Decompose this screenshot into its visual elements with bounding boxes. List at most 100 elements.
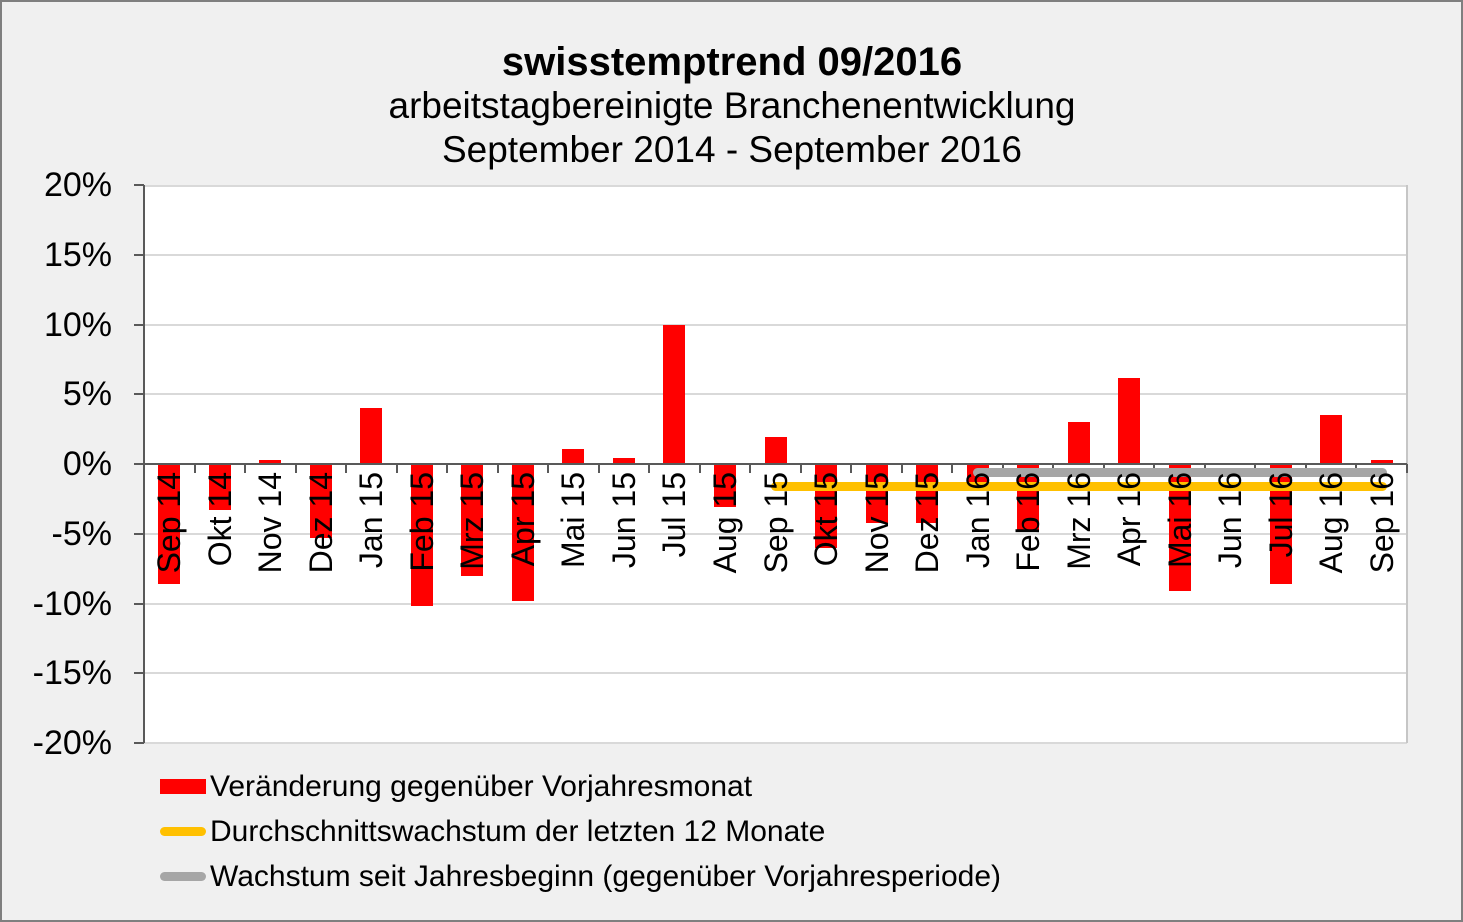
bar-sep-15 bbox=[764, 437, 787, 464]
y-axis-label-15: 15% bbox=[43, 235, 112, 274]
y-axis-tick--5 bbox=[134, 532, 144, 535]
y-axis-tick--15 bbox=[134, 672, 144, 675]
bar-dez-15 bbox=[916, 464, 939, 523]
category-label-nov-15: Nov 15 bbox=[858, 472, 895, 574]
x-axis-tick bbox=[749, 464, 752, 473]
y-axis-label--10: -10% bbox=[32, 584, 112, 623]
y-gridline--20 bbox=[144, 742, 1407, 744]
legend-label-bar-series: Veränderung gegenüber Vorjahresmonat bbox=[210, 769, 753, 803]
x-axis-tick bbox=[547, 464, 550, 473]
category-label-okt-14: Okt 14 bbox=[201, 472, 238, 567]
legend-item-average-line: Durchschnittswachstum der letzten 12 Mon… bbox=[160, 809, 1001, 854]
category-label-dez-14: Dez 14 bbox=[302, 472, 339, 574]
bar-jul-15 bbox=[663, 324, 686, 464]
x-axis-tick bbox=[143, 464, 145, 473]
bar-mrz-15 bbox=[461, 464, 484, 576]
category-label-sep-15: Sep 15 bbox=[757, 472, 794, 574]
bar-jul-16 bbox=[1269, 464, 1292, 584]
legend-swatch-yellow-line bbox=[160, 827, 206, 836]
category-label-dez-15: Dez 15 bbox=[909, 472, 946, 574]
bar-mai-15 bbox=[562, 448, 585, 464]
x-axis-zero-line bbox=[144, 463, 1407, 465]
bar-feb-16 bbox=[1017, 464, 1040, 530]
y-axis-label--15: -15% bbox=[32, 654, 112, 693]
x-axis-tick bbox=[244, 464, 247, 473]
x-axis-tick bbox=[1406, 464, 1408, 473]
category-label-sep-14: Sep 14 bbox=[151, 472, 188, 574]
x-axis-tick bbox=[597, 464, 600, 473]
bar-sep-14 bbox=[158, 464, 181, 584]
y-axis-tick-5 bbox=[134, 393, 144, 396]
category-label-aug-15: Aug 15 bbox=[706, 472, 743, 574]
legend-item-bar-series: Veränderung gegenüber Vorjahresmonat bbox=[160, 764, 1001, 809]
legend-label-ytd-line: Wachstum seit Jahresbeginn (gegenüber Vo… bbox=[210, 859, 1002, 893]
category-label-mai-15: Mai 15 bbox=[555, 472, 592, 569]
y-gridline--10 bbox=[144, 602, 1407, 605]
bar-jan-15 bbox=[360, 408, 383, 464]
category-label-feb-15: Feb 15 bbox=[403, 472, 440, 572]
bar-nov-15 bbox=[865, 464, 888, 523]
y-gridline-10 bbox=[144, 323, 1407, 326]
ytd-growth-line bbox=[972, 467, 1387, 477]
category-label-jul-16: Jul 16 bbox=[1262, 472, 1299, 558]
x-axis-tick bbox=[850, 464, 853, 473]
category-label-okt-15: Okt 15 bbox=[808, 472, 845, 567]
category-label-jun-16: Jun 16 bbox=[1212, 472, 1249, 569]
y-axis-tick-20 bbox=[134, 184, 144, 186]
average-growth-line bbox=[770, 481, 1387, 491]
category-label-mrz-16: Mrz 16 bbox=[1060, 472, 1097, 570]
y-axis-label-0: 0% bbox=[62, 445, 112, 483]
legend-swatch-gray-line bbox=[160, 872, 206, 881]
x-axis-tick bbox=[951, 464, 954, 473]
bar-sep-16 bbox=[1370, 459, 1393, 464]
category-label-mai-16: Mai 16 bbox=[1161, 472, 1198, 569]
y-axis-label-10: 10% bbox=[43, 305, 112, 344]
x-axis-tick bbox=[294, 464, 297, 473]
y-axis-label--20: -20% bbox=[32, 724, 112, 762]
y-gridline--15 bbox=[144, 672, 1407, 675]
category-label-feb-16: Feb 16 bbox=[1010, 472, 1047, 572]
chart-title: swisstemptrend 09/2016 bbox=[501, 40, 963, 84]
category-label-jan-15: Jan 15 bbox=[353, 472, 390, 569]
legend-item-ytd-line: Wachstum seit Jahresbeginn (gegenüber Vo… bbox=[160, 854, 1001, 899]
bar-okt-14 bbox=[208, 464, 231, 511]
y-gridline-15 bbox=[144, 253, 1407, 256]
y-gridline-20 bbox=[144, 185, 1407, 187]
bar-apr-15 bbox=[511, 464, 534, 601]
chart-title-block: swisstemptrend 09/2016 arbeitstagbereini… bbox=[22, 40, 1442, 172]
x-axis-tick bbox=[698, 464, 701, 473]
category-label-jun-15: Jun 15 bbox=[605, 472, 642, 569]
y-gridline-5 bbox=[144, 393, 1407, 396]
y-axis-tick--20 bbox=[134, 742, 144, 744]
y-axis-label-5: 5% bbox=[62, 375, 112, 414]
y-axis-tick-10 bbox=[134, 323, 144, 326]
category-label-apr-15: Apr 15 bbox=[504, 472, 541, 567]
x-axis-tick bbox=[900, 464, 903, 473]
x-axis-tick bbox=[345, 464, 348, 473]
x-axis-tick bbox=[395, 464, 398, 473]
x-axis-tick bbox=[446, 464, 449, 473]
legend-swatch-red-bar bbox=[160, 779, 206, 794]
category-label-jul-15: Jul 15 bbox=[656, 472, 693, 558]
category-label-mrz-15: Mrz 15 bbox=[454, 472, 491, 570]
bar-mrz-16 bbox=[1067, 422, 1090, 464]
bar-aug-16 bbox=[1320, 415, 1343, 464]
category-label-apr-16: Apr 16 bbox=[1111, 472, 1148, 567]
chart-subtitle-line1: arbeitstagbereinigte Branchenentwicklung bbox=[388, 85, 1076, 126]
bar-feb-15 bbox=[410, 464, 433, 607]
bar-apr-16 bbox=[1118, 377, 1141, 464]
y-axis-label--5: -5% bbox=[51, 514, 112, 553]
y-axis-label-20: 20% bbox=[43, 166, 112, 204]
x-axis-tick bbox=[193, 464, 196, 473]
y-axis-tick-0 bbox=[134, 463, 144, 465]
y-axis-tick--10 bbox=[134, 602, 144, 605]
x-axis-tick bbox=[496, 464, 499, 473]
bar-jun-15 bbox=[612, 458, 635, 464]
bar-nov-14 bbox=[259, 459, 282, 464]
bar-dez-14 bbox=[309, 464, 332, 538]
category-label-jan-16: Jan 16 bbox=[959, 472, 996, 569]
x-axis-tick bbox=[648, 464, 651, 473]
category-label-aug-16: Aug 16 bbox=[1313, 472, 1350, 574]
bar-aug-15 bbox=[713, 464, 736, 508]
